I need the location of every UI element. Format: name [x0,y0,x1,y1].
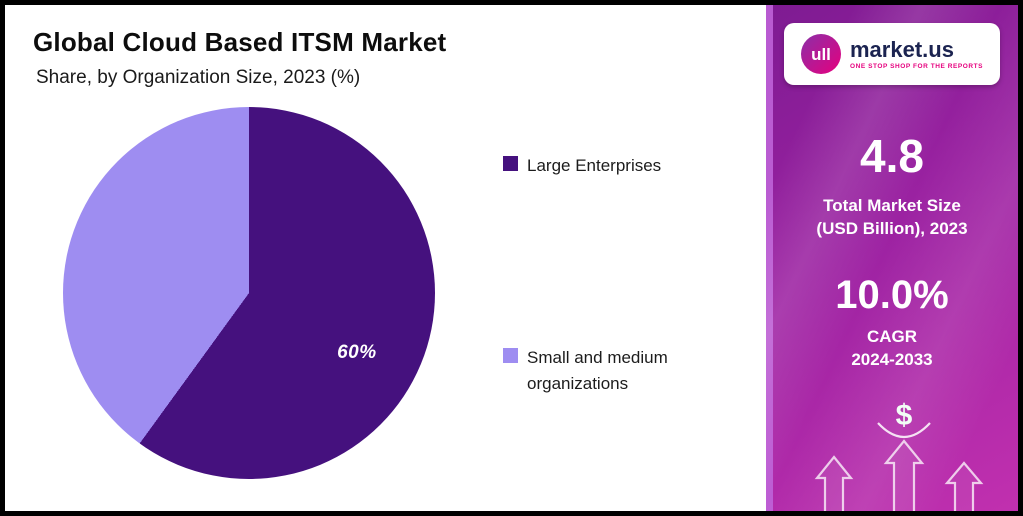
chart-subtitle: Share, by Organization Size, 2023 (%) [36,67,361,88]
chart-legend: Large Enterprises Small and medium organ… [503,5,733,511]
stat-market-size-label: Total Market Size (USD Billion), 2023 [816,195,967,241]
brand-tagline: ONE STOP SHOP FOR THE REPORTS [850,63,983,71]
stat-market-size-label-line2: (USD Billion), 2023 [816,218,968,238]
brand-logo-card: ull market.us ONE STOP SHOP FOR THE REPO… [784,23,1000,85]
brand-logo-text: market.us ONE STOP SHOP FOR THE REPORTS [850,38,983,70]
legend-swatch-large-enterprises [503,156,518,171]
legend-label-smb-organizations: Small and medium organizations [527,348,668,394]
dollar-icon: $ [877,399,931,438]
panel-accent-strip [766,5,773,511]
legend-label-large-enterprises: Large Enterprises [527,156,662,175]
chart-area: Global Cloud Based ITSM Market Share, by… [5,5,766,511]
legend-item-smb-organizations: Small and medium organizations [503,345,717,398]
stat-cagr-label-line2: 2024-2033 [851,349,933,369]
legend-item-large-enterprises: Large Enterprises [503,153,717,179]
brand-name: market.us [850,36,954,62]
stat-cagr-label: CAGR 2024-2033 [851,326,932,372]
market-us-logo-icon: ull [801,34,841,74]
stat-market-size-value: 4.8 [860,130,924,182]
pie-slice-label: 60% [337,341,377,363]
pie-chart: 60% [63,107,435,479]
legend-swatch-smb-organizations [503,348,518,363]
dollar-sign: $ [896,399,913,432]
growth-decor: $ [814,399,984,511]
stat-market-size-label-line1: Total Market Size [823,196,961,215]
stat-cagr-label-line1: CAGR [866,326,918,346]
stat-cagr-value: 10.0% [835,272,949,317]
chart-title: Global Cloud Based ITSM Market [33,27,447,57]
growth-arrows-icon [814,439,984,511]
side-panel: ull market.us ONE STOP SHOP FOR THE REPO… [766,5,1018,511]
